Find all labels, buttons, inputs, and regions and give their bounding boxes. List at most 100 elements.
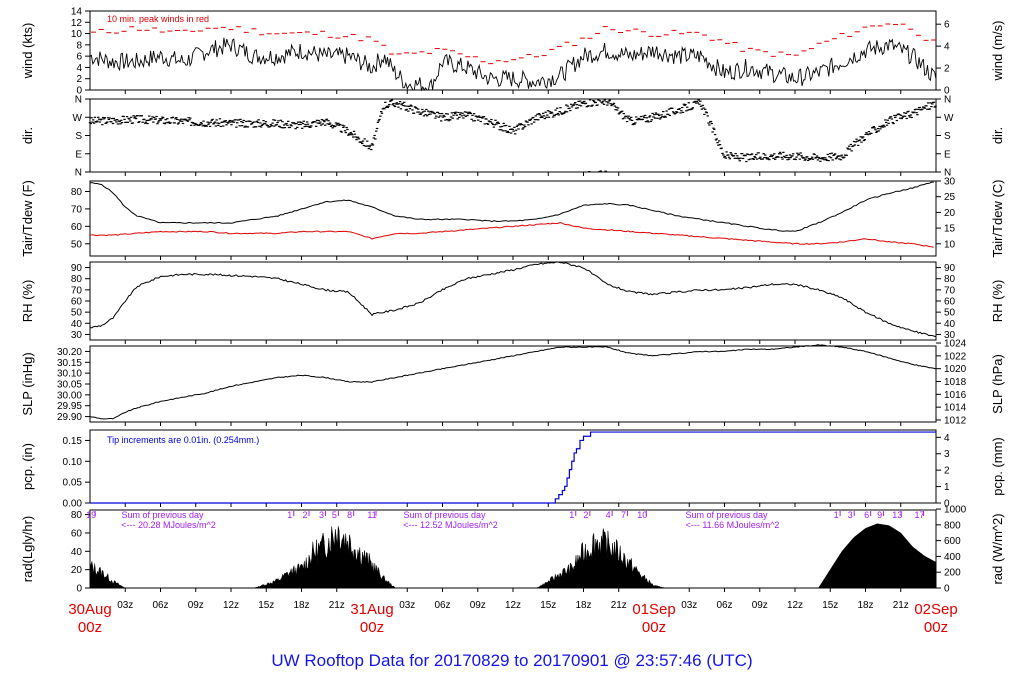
y-tick-label: 30.15 — [57, 358, 82, 369]
time-tick-label: 18z — [293, 600, 309, 611]
y-tick-label-right: 20 — [944, 208, 956, 219]
hour-mark-label: 2 — [583, 510, 588, 520]
y-tick-label: 29.90 — [57, 412, 82, 423]
y-tick-label-right: 1 — [944, 482, 950, 493]
tip-increment-note: Tip increments are 0.01in. (0.254mm.) — [107, 435, 259, 445]
y-tick-label: 60 — [71, 528, 83, 539]
y-tick-label: 80 — [71, 187, 83, 198]
y-tick-label-right: E — [944, 149, 951, 160]
y-tick-label: 0 — [76, 86, 82, 97]
y-tick-label-right: 40 — [944, 319, 956, 330]
panel-temp: 50 60 70 80 10 15 20 25 30 Tair/Tdew (F) Tair/Tdew… — [20, 177, 1005, 260]
y-tick-label: 0.05 — [63, 478, 83, 489]
daily-sum-value: <--- 12.52 MJoules/m^2 — [403, 520, 498, 530]
y-tick-label-right: 10 — [944, 239, 956, 250]
panel-frame — [89, 509, 937, 589]
y-axis-label-right: dir. — [990, 127, 1005, 144]
y-axis-label: Tair/Tdew (F) — [20, 180, 35, 257]
y-tick-label: 80 — [71, 274, 83, 285]
y-tick-label-right: 6 — [944, 20, 950, 31]
y-tick-label-right: 1022 — [944, 351, 967, 362]
y-tick-label: 80 — [71, 510, 83, 521]
y-tick-label-right: N — [944, 95, 951, 106]
hour-mark-label: 7 — [621, 510, 626, 520]
slp-line — [89, 344, 937, 420]
y-tick-label: N — [75, 168, 82, 179]
y-tick-label: 60 — [71, 297, 83, 308]
panel-frame — [89, 345, 937, 423]
day-date-label: 31Aug — [350, 601, 393, 618]
y-tick-label-right: 0 — [944, 584, 950, 595]
time-tick-label: 12z — [223, 600, 239, 611]
y-tick-label-right: 0 — [944, 499, 950, 510]
peak-wind-note: 10 min. peak winds in red — [107, 14, 209, 24]
time-axis: 03z 06z 09z 12z 15z 18z 21z 03z 06z 09z 12z 15z 18z 2… — [68, 600, 957, 636]
daily-sum-title: Sum of previous day — [685, 510, 768, 520]
time-tick-label: 06z — [152, 600, 168, 611]
panel-frame — [89, 98, 937, 173]
time-tick-label: 21z — [893, 600, 909, 611]
y-tick-label: 90 — [71, 263, 83, 274]
y-axis-label: RH (%) — [20, 280, 35, 323]
time-tick-label: 15z — [540, 600, 556, 611]
y-axis-label-right: wind (m/s) — [990, 21, 1005, 82]
y-tick-label: 8 — [76, 40, 82, 51]
rh-line — [89, 261, 937, 338]
hour-mark-label: 17 — [915, 510, 925, 520]
time-tick-label: 15z — [822, 600, 838, 611]
y-tick-label-right: 200 — [944, 568, 961, 579]
hour-mark-label: 1 — [569, 510, 574, 520]
y-tick-label-right: 800 — [944, 520, 961, 531]
y-tick-label-right: 30 — [944, 177, 956, 188]
temp-line-tdew — [89, 221, 934, 248]
y-tick-label-right: 25 — [944, 192, 956, 203]
day-date-label: 30Aug — [68, 601, 111, 618]
time-tick-label: 03z — [681, 600, 697, 611]
hour-mark-label: 5 — [332, 510, 337, 520]
y-tick-label: 0.00 — [63, 499, 83, 510]
time-tick-label: 12z — [787, 600, 803, 611]
day-date-label: 02Sep — [914, 601, 957, 618]
y-tick-label-right: 30 — [944, 330, 956, 341]
panel-slp: 29.9029.9530.0030.0530.1030.1530.2010121… — [20, 339, 1005, 427]
y-tick-label-right: S — [944, 131, 951, 142]
y-tick-label: 14 — [71, 7, 83, 18]
y-tick-label: 29.95 — [57, 401, 82, 412]
time-tick-label: 18z — [857, 600, 873, 611]
radiation-area — [89, 523, 937, 589]
y-tick-label-right: W — [944, 113, 954, 124]
y-tick-label: 30.05 — [57, 380, 82, 391]
y-tick-label-right: 1016 — [944, 390, 967, 401]
time-tick-label: 09z — [188, 600, 204, 611]
y-tick-label-right: 1020 — [944, 364, 967, 375]
y-tick-label: 0.10 — [63, 457, 83, 468]
time-tick-label: 03z — [117, 600, 133, 611]
figure-title: UW Rooftop Data for 20170829 to 20170901… — [271, 651, 752, 670]
y-tick-label-right: 3 — [944, 449, 950, 460]
hour-mark-label: 2 — [303, 510, 308, 520]
time-tick-label: 12z — [505, 600, 521, 611]
time-tick-label: 21z — [329, 600, 345, 611]
y-tick-label: 30 — [71, 330, 83, 341]
y-tick-label-right: 4 — [944, 42, 950, 53]
hour-mark-label: 3 — [848, 510, 853, 520]
y-tick-label: 30.10 — [57, 369, 82, 380]
day-time-label: 00z — [924, 619, 948, 636]
y-axis-label-right: RH (%) — [990, 280, 1005, 323]
hour-mark-label: 13 — [892, 510, 902, 520]
y-tick-label-right: 60 — [944, 297, 956, 308]
time-tick-label: 03z — [399, 600, 415, 611]
y-tick-label-right: 600 — [944, 536, 961, 547]
y-axis-label: dir. — [20, 127, 35, 144]
y-tick-label: 0 — [76, 584, 82, 595]
y-axis-label-right: SLP (hPa) — [990, 354, 1005, 414]
hour-mark-label: 19 — [86, 510, 96, 520]
time-tick-label: 09z — [752, 600, 768, 611]
y-tick-label: 40 — [71, 319, 83, 330]
precip-line — [90, 431, 936, 504]
hour-mark-label: 10 — [637, 510, 647, 520]
